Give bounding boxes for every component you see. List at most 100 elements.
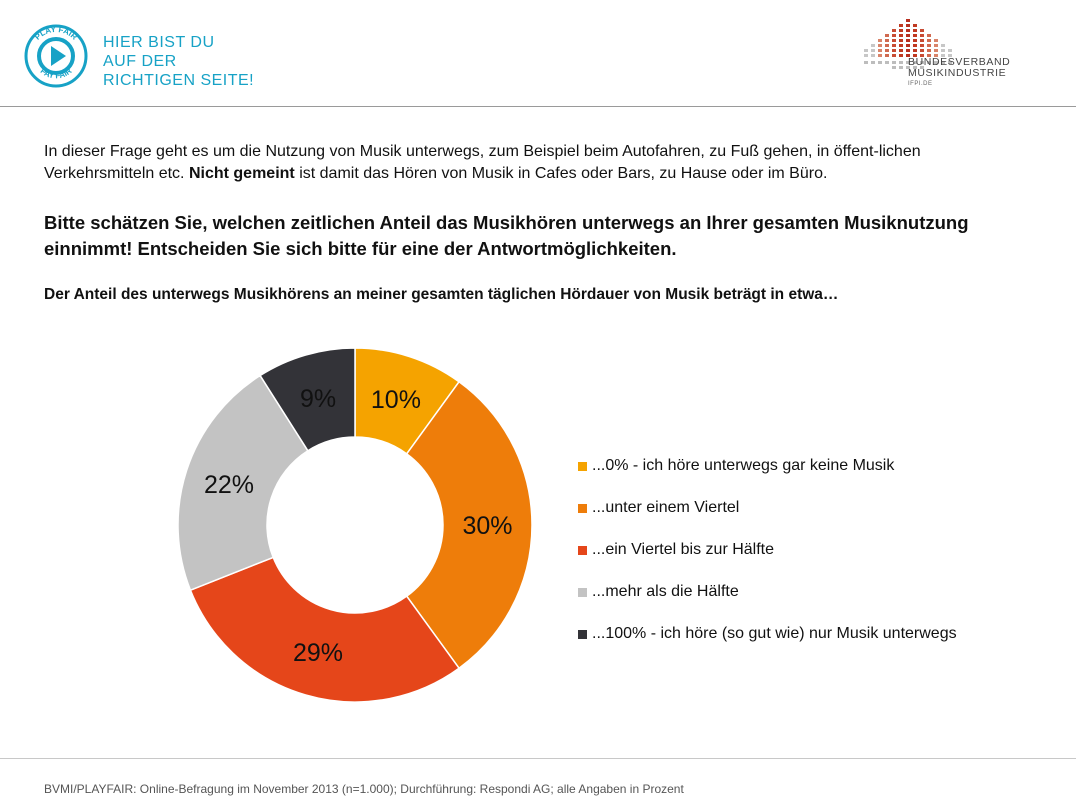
equalizer-bar bbox=[899, 29, 903, 32]
equalizer-bar bbox=[948, 54, 952, 57]
equalizer-bar bbox=[906, 24, 910, 27]
equalizer-bar bbox=[927, 54, 931, 57]
intro-text: In dieser Frage geht es um die Nutzung v… bbox=[44, 141, 1034, 185]
donut-chart: 10% 30% 29% 22% 9% bbox=[177, 347, 533, 703]
equalizer-bar bbox=[941, 49, 945, 52]
equalizer-bar bbox=[934, 44, 938, 47]
legend-swatch bbox=[578, 588, 587, 597]
legend-item: ...100% - ich höre (so gut wie) nur Musi… bbox=[578, 623, 978, 645]
equalizer-bar bbox=[941, 54, 945, 57]
equalizer-bar bbox=[913, 54, 917, 57]
slogan-line: AUF DER bbox=[103, 53, 177, 70]
footer-divider bbox=[0, 758, 1076, 759]
intro-bold: Nicht gemeint bbox=[188, 165, 295, 182]
equalizer-bar bbox=[878, 44, 882, 47]
legend-swatch bbox=[578, 462, 587, 471]
equalizer-bar bbox=[948, 61, 952, 64]
equalizer-bar bbox=[920, 54, 924, 57]
equalizer-bar bbox=[920, 61, 924, 64]
legend-label: ...0% - ich höre unterwegs gar keine Mus… bbox=[592, 457, 895, 474]
equalizer-bar bbox=[878, 54, 882, 57]
equalizer-bar bbox=[885, 61, 889, 64]
equalizer-bar bbox=[913, 24, 917, 27]
equalizer-bar bbox=[913, 66, 917, 69]
playfair-logo: PLAY FAIR PAY FAIR bbox=[24, 24, 88, 88]
svg-text:PAY FAIR: PAY FAIR bbox=[39, 66, 74, 80]
equalizer-bar bbox=[906, 19, 910, 22]
bvmi-logo-equalizer bbox=[864, 19, 952, 69]
legend-label: ...mehr als die Hälfte bbox=[592, 583, 739, 600]
subquestion-text: Der Anteil des unterwegs Musikhörens an … bbox=[44, 286, 839, 303]
equalizer-bar bbox=[941, 61, 945, 64]
equalizer-bar bbox=[878, 61, 882, 64]
question-text: Bitte schätzen Sie, welchen zeitlichen A… bbox=[44, 212, 969, 259]
equalizer-bar bbox=[878, 39, 882, 42]
equalizer-bar bbox=[885, 49, 889, 52]
org-domain: IFPI.DE bbox=[908, 81, 933, 87]
legend-swatch bbox=[578, 630, 587, 639]
donut-slice bbox=[405, 380, 533, 670]
page-header: PLAY FAIR PAY FAIR HIER BIST DU AUF DER … bbox=[0, 0, 1076, 106]
equalizer-bar bbox=[920, 44, 924, 47]
equalizer-bar bbox=[927, 49, 931, 52]
source-note: BVMI/PLAYFAIR: Online-Befragung im Novem… bbox=[44, 782, 684, 796]
slice-value-label: 29% bbox=[293, 639, 343, 667]
equalizer-bar bbox=[892, 44, 896, 47]
slogan: HIER BIST DU AUF DER RICHTIGEN SEITE! bbox=[103, 33, 254, 90]
org-name-line2: MUSIKINDUSTRIE bbox=[908, 67, 1007, 79]
slice-value-label: 10% bbox=[371, 386, 421, 414]
equalizer-bar bbox=[934, 61, 938, 64]
equalizer-bar bbox=[913, 44, 917, 47]
equalizer-bar bbox=[906, 66, 910, 69]
equalizer-bar bbox=[871, 61, 875, 64]
equalizer-bar bbox=[892, 29, 896, 32]
equalizer-bar bbox=[864, 54, 868, 57]
equalizer-bar bbox=[885, 54, 889, 57]
equalizer-bar bbox=[899, 44, 903, 47]
equalizer-bar bbox=[920, 49, 924, 52]
legend-item: ...mehr als die Hälfte bbox=[578, 581, 978, 603]
equalizer-bar bbox=[906, 39, 910, 42]
bvmi-logo-text: BUNDESVERBAND MUSIKINDUSTRIE IFPI.DE bbox=[908, 57, 1010, 90]
equalizer-bar bbox=[913, 34, 917, 37]
equalizer-bar bbox=[920, 66, 924, 69]
equalizer-bar bbox=[892, 66, 896, 69]
slice-value-label: 22% bbox=[204, 471, 254, 499]
chart-legend: ...0% - ich höre unterwegs gar keine Mus… bbox=[578, 455, 978, 665]
equalizer-bar bbox=[892, 49, 896, 52]
equalizer-bar bbox=[871, 54, 875, 57]
equalizer-bar bbox=[892, 61, 896, 64]
equalizer-bar bbox=[899, 39, 903, 42]
legend-label: ...100% - ich höre (so gut wie) nur Musi… bbox=[592, 625, 957, 642]
equalizer-bar bbox=[864, 49, 868, 52]
equalizer-bar bbox=[899, 49, 903, 52]
slice-value-label: 9% bbox=[300, 385, 336, 413]
equalizer-bar bbox=[885, 44, 889, 47]
equalizer-bar bbox=[934, 49, 938, 52]
equalizer-bar bbox=[941, 44, 945, 47]
equalizer-bar bbox=[899, 34, 903, 37]
legend-label: ...ein Viertel bis zur Hälfte bbox=[592, 541, 775, 558]
equalizer-bar bbox=[913, 61, 917, 64]
legend-swatch bbox=[578, 504, 587, 513]
equalizer-bar bbox=[892, 34, 896, 37]
equalizer-bar bbox=[920, 34, 924, 37]
equalizer-bar bbox=[906, 61, 910, 64]
equalizer-bar bbox=[899, 66, 903, 69]
equalizer-bar bbox=[885, 39, 889, 42]
slice-value-label: 30% bbox=[462, 512, 512, 540]
equalizer-bar bbox=[920, 39, 924, 42]
equalizer-bar bbox=[927, 39, 931, 42]
equalizer-bar bbox=[927, 44, 931, 47]
org-name-line1: BUNDESVERBAND bbox=[908, 56, 1011, 68]
equalizer-bar bbox=[899, 54, 903, 57]
equalizer-bar bbox=[871, 44, 875, 47]
header-divider bbox=[0, 106, 1076, 107]
legend-item: ...0% - ich höre unterwegs gar keine Mus… bbox=[578, 455, 978, 477]
donut-slice bbox=[189, 556, 461, 703]
legend-item: ...ein Viertel bis zur Hälfte bbox=[578, 539, 978, 561]
equalizer-bar bbox=[927, 34, 931, 37]
equalizer-bar bbox=[934, 54, 938, 57]
intro-text-part: In dieser Frage geht es um die Nutzung v… bbox=[44, 143, 921, 182]
equalizer-bar bbox=[899, 24, 903, 27]
